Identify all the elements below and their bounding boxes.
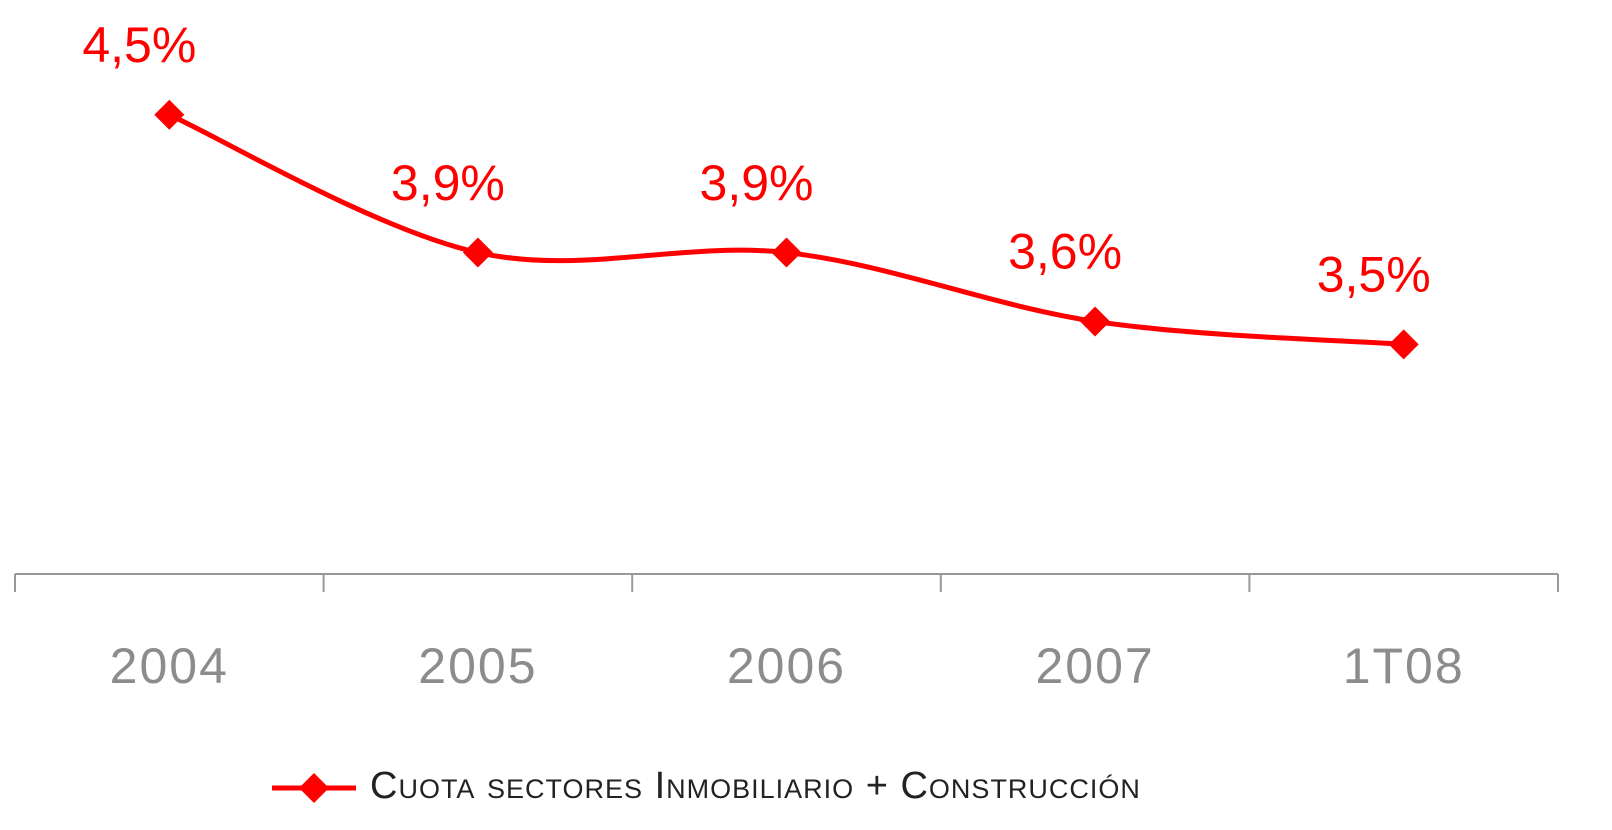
series-line bbox=[168, 112, 1404, 347]
x-tick-label: 2007 bbox=[1035, 638, 1154, 694]
point-marker bbox=[154, 99, 185, 130]
data-label: 4,5% bbox=[82, 17, 196, 73]
data-label: 3,9% bbox=[391, 155, 505, 211]
x-tick-label: 1T08 bbox=[1343, 638, 1465, 694]
data-label: 3,6% bbox=[1008, 224, 1122, 280]
data-label: 3,5% bbox=[1317, 247, 1431, 303]
legend-marker bbox=[299, 773, 329, 803]
legend-label: Cuota sectores Inmobiliario + Construcci… bbox=[370, 765, 1141, 807]
point-marker bbox=[462, 237, 493, 268]
x-tick-label: 2004 bbox=[110, 638, 229, 694]
point-marker bbox=[1388, 329, 1419, 360]
x-tick-label: 2005 bbox=[418, 638, 537, 694]
x-tick-label: 2006 bbox=[727, 638, 846, 694]
data-label: 3,9% bbox=[700, 155, 814, 211]
point-marker bbox=[771, 237, 802, 268]
point-marker bbox=[1080, 306, 1111, 337]
